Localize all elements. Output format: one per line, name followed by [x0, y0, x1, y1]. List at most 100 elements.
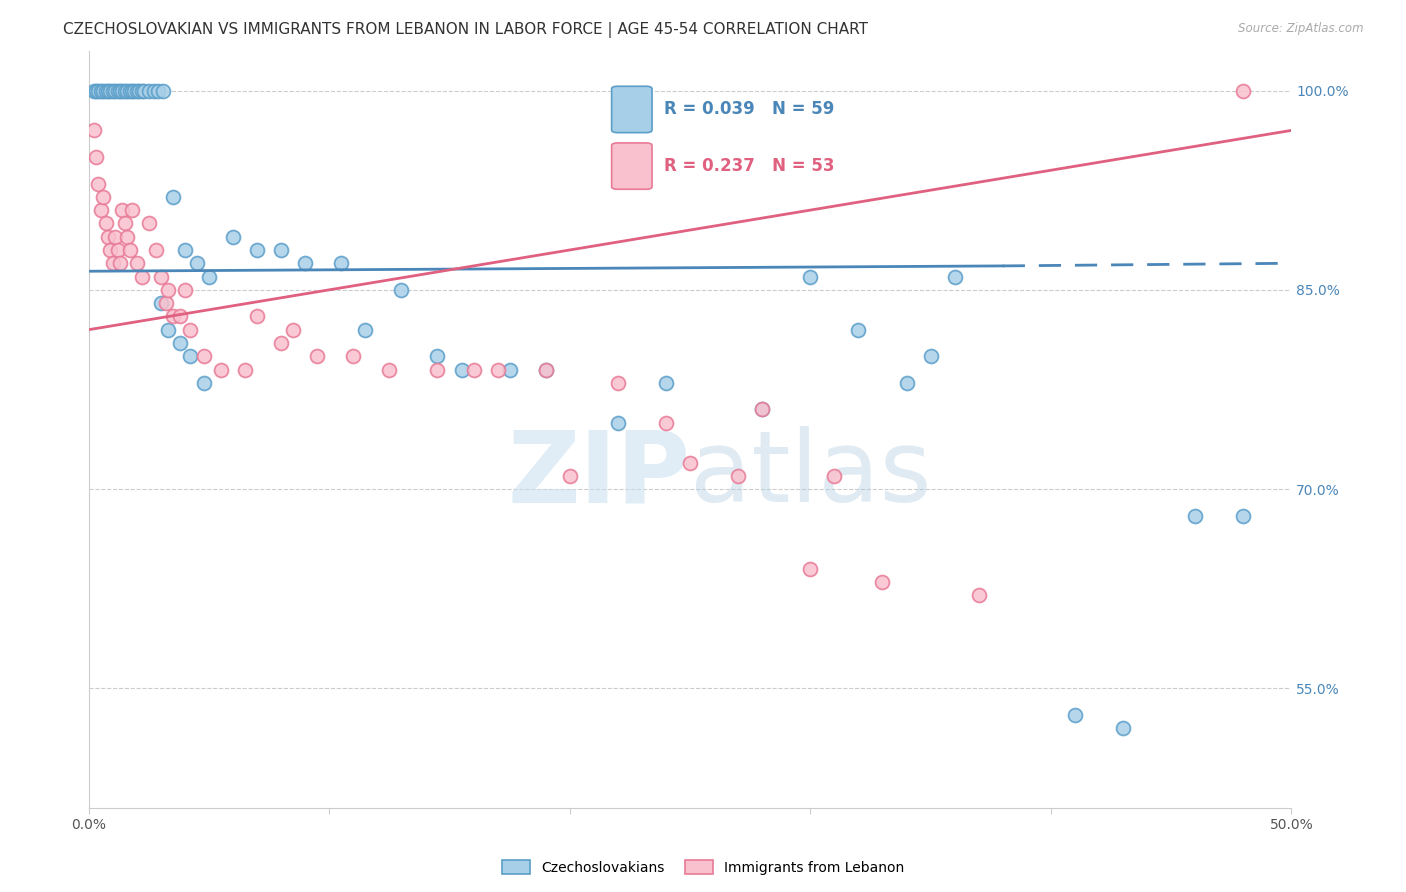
- Point: [354, 323, 377, 337]
- Point: [87, 177, 110, 191]
- Point: [751, 402, 773, 417]
- Point: [896, 376, 918, 390]
- Point: [149, 269, 172, 284]
- Point: [463, 362, 485, 376]
- Point: [121, 203, 143, 218]
- Point: [118, 84, 141, 98]
- Point: [94, 84, 117, 98]
- Point: [118, 243, 141, 257]
- Point: [330, 256, 353, 270]
- Point: [1112, 721, 1135, 735]
- Point: [83, 84, 105, 98]
- Legend: Czechoslovakians, Immigrants from Lebanon: Czechoslovakians, Immigrants from Lebano…: [496, 855, 910, 880]
- Point: [162, 190, 184, 204]
- Point: [391, 283, 413, 297]
- Point: [84, 84, 107, 98]
- Point: [132, 84, 155, 98]
- Point: [91, 190, 114, 204]
- Point: [162, 310, 184, 324]
- Point: [222, 229, 245, 244]
- Point: [1232, 508, 1254, 523]
- Point: [342, 349, 364, 363]
- Point: [174, 243, 197, 257]
- Point: [823, 468, 845, 483]
- Point: [107, 243, 129, 257]
- Point: [152, 84, 174, 98]
- Point: [121, 84, 143, 98]
- Point: [198, 269, 221, 284]
- Point: [142, 84, 165, 98]
- Text: atlas: atlas: [690, 426, 932, 524]
- Point: [104, 84, 127, 98]
- Point: [799, 269, 821, 284]
- Point: [111, 84, 134, 98]
- Point: [138, 84, 160, 98]
- Text: Source: ZipAtlas.com: Source: ZipAtlas.com: [1239, 22, 1364, 36]
- Point: [606, 376, 628, 390]
- Point: [294, 256, 316, 270]
- Point: [943, 269, 966, 284]
- Point: [179, 349, 201, 363]
- Point: [246, 310, 269, 324]
- Point: [174, 283, 197, 297]
- Point: [1184, 508, 1206, 523]
- Point: [97, 229, 120, 244]
- Point: [534, 362, 557, 376]
- Point: [157, 283, 180, 297]
- Point: [83, 123, 105, 137]
- Point: [94, 216, 117, 230]
- Point: [920, 349, 942, 363]
- Point: [155, 296, 177, 310]
- Point: [270, 243, 292, 257]
- Point: [131, 84, 153, 98]
- Point: [131, 269, 153, 284]
- Point: [655, 416, 678, 430]
- Point: [100, 243, 122, 257]
- Point: [114, 84, 136, 98]
- Point: [193, 349, 215, 363]
- Point: [534, 362, 557, 376]
- Point: [125, 256, 148, 270]
- Point: [100, 84, 122, 98]
- Point: [108, 84, 131, 98]
- Point: [169, 335, 191, 350]
- Point: [125, 84, 148, 98]
- Text: CZECHOSLOVAKIAN VS IMMIGRANTS FROM LEBANON IN LABOR FORCE | AGE 45-54 CORRELATIO: CZECHOSLOVAKIAN VS IMMIGRANTS FROM LEBAN…: [63, 22, 869, 38]
- Point: [799, 562, 821, 576]
- Point: [87, 84, 110, 98]
- Point: [101, 84, 124, 98]
- Point: [101, 256, 124, 270]
- Text: ZIP: ZIP: [508, 426, 690, 524]
- Point: [1063, 708, 1085, 723]
- Point: [128, 84, 150, 98]
- Point: [967, 588, 990, 602]
- Point: [107, 84, 129, 98]
- Point: [84, 150, 107, 164]
- Point: [246, 243, 269, 257]
- Point: [1232, 84, 1254, 98]
- Point: [115, 84, 138, 98]
- Point: [104, 229, 127, 244]
- Point: [179, 323, 201, 337]
- Point: [90, 203, 112, 218]
- Point: [114, 216, 136, 230]
- Point: [558, 468, 581, 483]
- Point: [169, 310, 191, 324]
- Point: [307, 349, 329, 363]
- Point: [486, 362, 509, 376]
- Point: [655, 376, 678, 390]
- Point: [186, 256, 208, 270]
- Point: [498, 362, 520, 376]
- Point: [193, 376, 215, 390]
- Point: [91, 84, 114, 98]
- Point: [426, 349, 449, 363]
- Point: [270, 335, 292, 350]
- Point: [90, 84, 112, 98]
- Point: [111, 203, 134, 218]
- Point: [679, 456, 702, 470]
- Point: [115, 229, 138, 244]
- Point: [450, 362, 472, 376]
- Point: [426, 362, 449, 376]
- Point: [283, 323, 305, 337]
- Point: [848, 323, 870, 337]
